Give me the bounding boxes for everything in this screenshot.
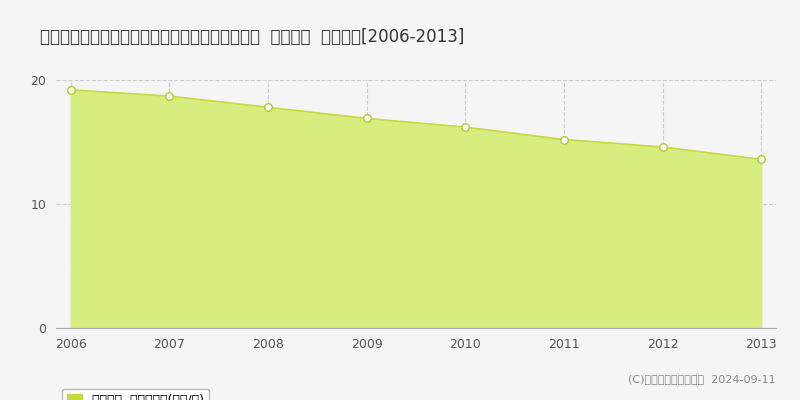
Point xyxy=(459,124,472,130)
Text: (C)土地価格ドットコム  2024-09-11: (C)土地価格ドットコム 2024-09-11 xyxy=(628,374,776,384)
Point xyxy=(64,87,77,93)
Point xyxy=(360,115,373,122)
Point xyxy=(163,93,176,99)
Point xyxy=(755,156,768,162)
Point xyxy=(656,144,669,150)
Point xyxy=(558,136,570,143)
Point xyxy=(262,104,274,110)
Text: 和歌山県日高郡みなべ町徳蔵字白田１５６番４外  地価公示  地価推移[2006-2013]: 和歌山県日高郡みなべ町徳蔵字白田１５６番４外 地価公示 地価推移[2006-20… xyxy=(40,28,464,46)
Legend: 地価公示  平均坪単価(万円/坪): 地価公示 平均坪単価(万円/坪) xyxy=(62,389,210,400)
